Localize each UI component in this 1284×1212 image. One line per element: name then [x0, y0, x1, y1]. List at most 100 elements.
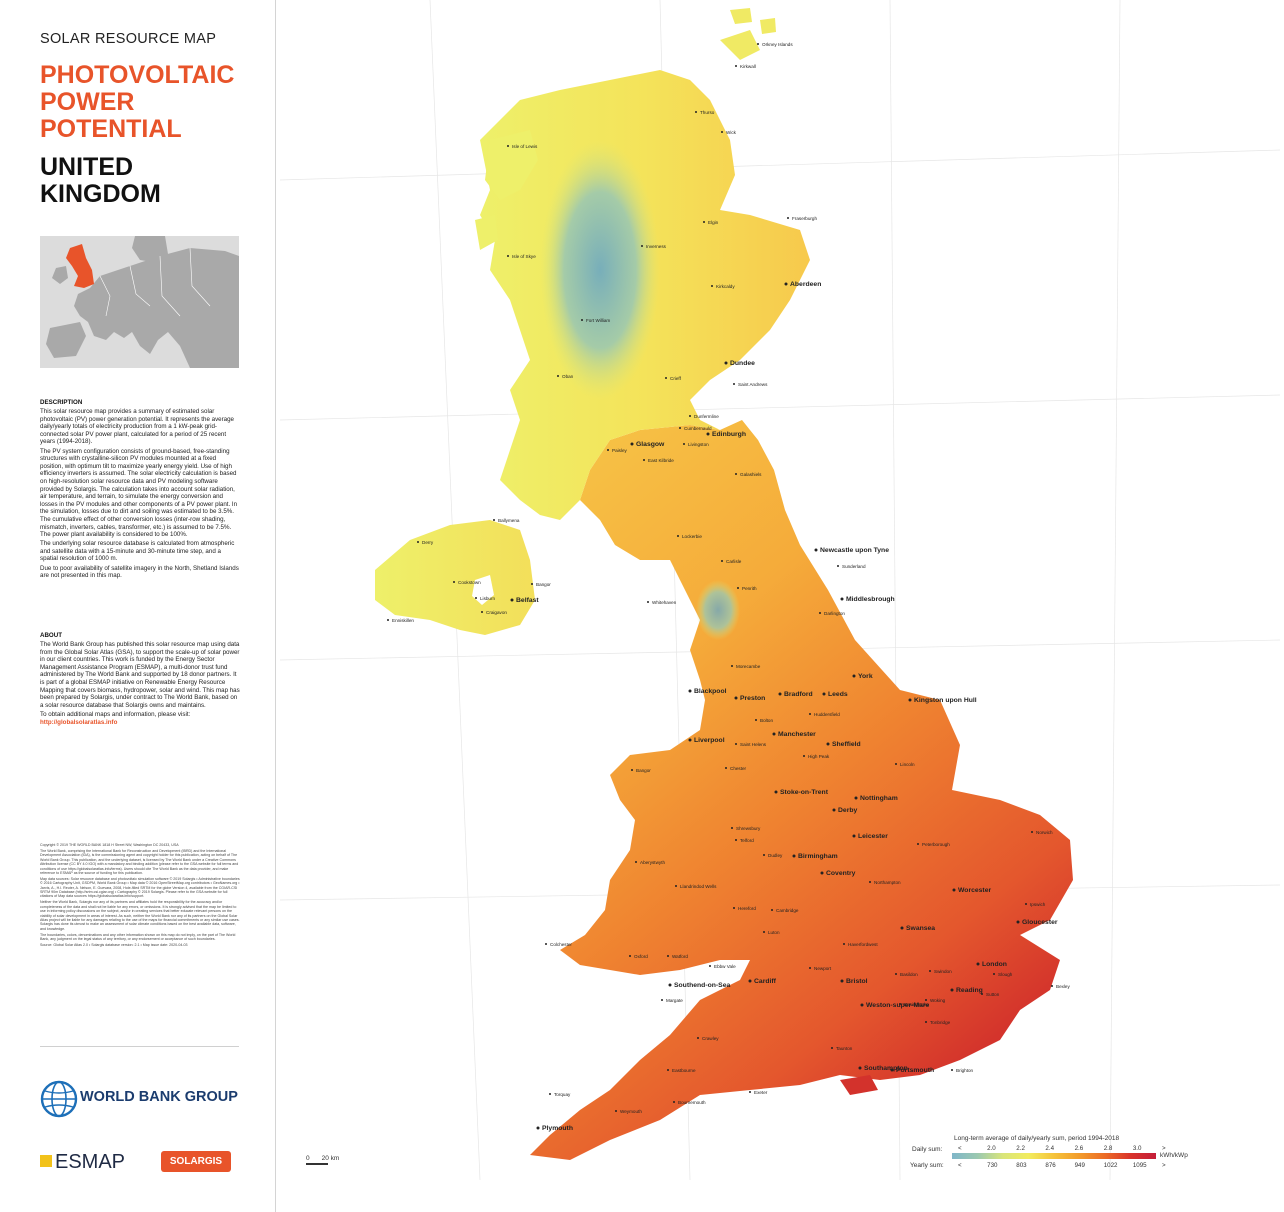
city-label: Nottingham	[860, 795, 898, 802]
gsa-link[interactable]: http://globalsolaratlas.info	[40, 718, 118, 726]
locator-map	[40, 236, 239, 368]
city-label: Watford	[672, 954, 688, 959]
city-label: Hereford	[738, 906, 756, 911]
city-marker	[890, 1068, 894, 1072]
city-marker	[772, 732, 776, 736]
city-marker	[711, 285, 713, 287]
title-line: POTENTIAL	[40, 115, 182, 143]
city-marker	[858, 1066, 862, 1070]
city-label: Oban	[562, 374, 574, 379]
city-marker	[735, 473, 737, 475]
city-marker	[531, 583, 533, 585]
city-label: Saint Helens	[740, 742, 767, 747]
legend-tick: >	[1162, 1145, 1166, 1152]
description-body: This solar resource map provides a summa…	[40, 408, 240, 581]
city-marker	[809, 713, 811, 715]
city-label: Wick	[726, 130, 737, 135]
legend-tick: 1022	[1103, 1162, 1118, 1169]
city-marker	[475, 597, 477, 599]
city-label: Ballymena	[498, 518, 520, 523]
city-label: Chester	[730, 766, 747, 771]
city-label: Bangor	[536, 582, 551, 587]
city-marker	[854, 796, 858, 800]
city-marker	[735, 743, 737, 745]
map-eyebrow: SOLAR RESOURCE MAP	[40, 31, 217, 47]
city-marker	[1031, 831, 1033, 833]
city-marker	[734, 696, 738, 700]
city-marker	[976, 962, 980, 966]
description-heading: DESCRIPTION	[40, 399, 83, 406]
city-marker	[709, 965, 711, 967]
city-marker	[536, 1126, 540, 1130]
city-label: Newport	[814, 966, 832, 971]
city-label: Sheffield	[832, 741, 861, 748]
city-label: Leeds	[828, 691, 848, 698]
city-marker	[667, 1069, 669, 1071]
city-label: Derry	[422, 540, 434, 545]
city-marker	[895, 763, 897, 765]
city-marker	[629, 955, 631, 957]
description-paragraph: The underlying solar resource database i…	[40, 540, 235, 563]
city-label: Weston-super-Mare	[866, 1002, 930, 1009]
city-marker	[787, 217, 789, 219]
city-label: Coventry	[826, 870, 856, 877]
copyright-paragraph: Source: Global Solar Atlas 2.0 • Solargi…	[40, 943, 188, 948]
city-label: Crieff	[670, 376, 682, 381]
city-marker	[673, 1101, 675, 1103]
city-marker	[581, 319, 583, 321]
city-marker	[852, 834, 856, 838]
city-label: Penrith	[742, 586, 757, 591]
about-body: The World Bank Group has published this …	[40, 641, 240, 726]
city-marker	[792, 854, 796, 858]
city-label: Exeter	[754, 1090, 768, 1095]
city-marker	[899, 1003, 901, 1005]
city-marker	[737, 587, 739, 589]
city-marker	[1016, 920, 1020, 924]
city-marker	[908, 698, 912, 702]
title-line: POWER	[40, 88, 135, 116]
city-label: Middlesbrough	[846, 596, 895, 603]
lake-district-low-zone	[696, 580, 740, 640]
city-marker	[695, 111, 697, 113]
city-marker	[493, 519, 495, 521]
city-marker	[679, 427, 681, 429]
legend-unit: kWh/kWp	[1160, 1152, 1188, 1159]
city-marker	[607, 449, 609, 451]
city-label: Kirkcaldy	[716, 284, 735, 289]
about-heading: ABOUT	[40, 632, 62, 639]
city-label: Basildon	[900, 972, 918, 977]
solar-resource-map: Orkney Islands Kirkwall Thurso Wick Isle of …	[280, 0, 1280, 1180]
map-title: PHOTOVOLTAIC POWER POTENTIAL	[40, 62, 234, 143]
city-label: Newcastle upon Tyne	[820, 547, 889, 554]
city-label: Torquay	[554, 1092, 571, 1097]
city-marker	[735, 65, 737, 67]
northern-ireland	[375, 520, 535, 635]
city-marker	[895, 973, 897, 975]
city-marker	[814, 548, 818, 552]
city-marker	[771, 909, 773, 911]
city-label: Carlisle	[726, 559, 742, 564]
city-label: Swansea	[906, 925, 935, 932]
legend-daily-label: Daily sum:	[912, 1146, 943, 1153]
city-marker	[615, 1110, 617, 1112]
western-isles	[475, 130, 538, 250]
city-label: Stoke-on-Trent	[780, 789, 829, 796]
city-label: Aberystwyth	[640, 860, 665, 865]
copyright-block: Copyright © 2019 THE WORLD BANK 1818 H S…	[40, 843, 240, 949]
city-marker	[667, 955, 669, 957]
city-marker	[774, 790, 778, 794]
city-label: Paisley	[612, 448, 628, 453]
europe-landmass	[74, 248, 239, 368]
city-label: Galashiels	[740, 472, 762, 477]
city-marker	[631, 769, 633, 771]
legend-tick: <	[958, 1145, 962, 1152]
city-label: Bristol	[846, 978, 868, 985]
city-label: Craigavon	[486, 610, 507, 615]
city-label: Morecambe	[736, 664, 761, 669]
city-marker	[822, 692, 826, 696]
city-label: Lisburn	[480, 596, 496, 601]
city-label: Lincoln	[900, 762, 915, 767]
city-label: Eastbourne	[672, 1068, 696, 1073]
city-label: Dunfermline	[694, 414, 719, 419]
highlands-low-zone	[540, 140, 660, 400]
